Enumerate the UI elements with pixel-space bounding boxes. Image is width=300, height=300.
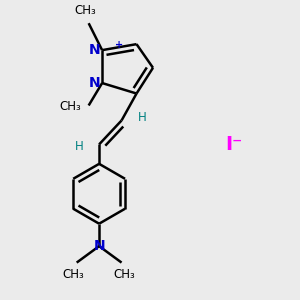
Text: +: + xyxy=(115,40,123,50)
Text: N: N xyxy=(89,76,100,90)
Text: CH₃: CH₃ xyxy=(114,268,135,281)
Text: N: N xyxy=(89,43,100,57)
Text: CH₃: CH₃ xyxy=(59,100,81,113)
Text: H: H xyxy=(75,140,84,153)
Text: H: H xyxy=(137,111,146,124)
Text: N: N xyxy=(93,239,105,253)
Text: CH₃: CH₃ xyxy=(63,268,85,281)
Text: CH₃: CH₃ xyxy=(75,4,97,16)
Text: I⁻: I⁻ xyxy=(225,135,242,154)
